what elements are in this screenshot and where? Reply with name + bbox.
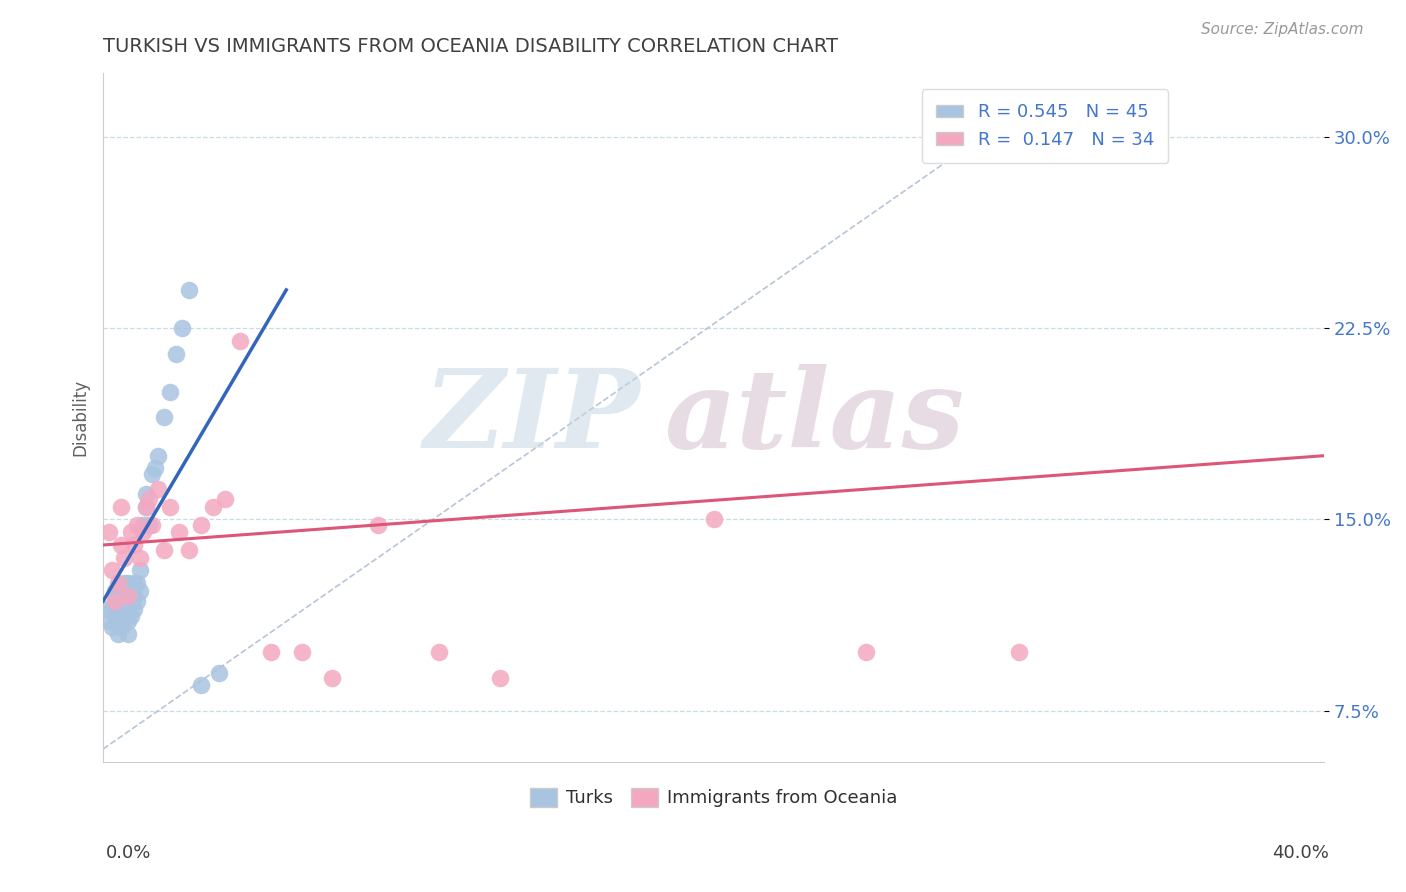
Point bbox=[260, 645, 283, 659]
Point bbox=[117, 627, 139, 641]
Point bbox=[117, 576, 139, 591]
Point bbox=[114, 609, 136, 624]
Point bbox=[104, 594, 127, 608]
Text: 40.0%: 40.0% bbox=[1272, 844, 1329, 862]
Point bbox=[114, 576, 136, 591]
Point bbox=[107, 627, 129, 641]
Point bbox=[153, 410, 176, 425]
Point bbox=[98, 525, 121, 540]
Point bbox=[117, 589, 139, 603]
Point bbox=[135, 500, 157, 514]
Point bbox=[107, 576, 129, 591]
Point bbox=[122, 601, 145, 615]
Point bbox=[101, 619, 124, 633]
Point bbox=[427, 645, 450, 659]
Text: TURKISH VS IMMIGRANTS FROM OCEANIA DISABILITY CORRELATION CHART: TURKISH VS IMMIGRANTS FROM OCEANIA DISAB… bbox=[103, 37, 838, 56]
Point bbox=[117, 594, 139, 608]
Point bbox=[159, 384, 181, 399]
Point bbox=[1008, 645, 1031, 659]
Point bbox=[146, 482, 169, 496]
Point bbox=[120, 525, 142, 540]
Point bbox=[120, 594, 142, 608]
Point bbox=[146, 449, 169, 463]
Text: ZIP: ZIP bbox=[423, 364, 640, 471]
Point bbox=[104, 594, 127, 608]
Point bbox=[190, 678, 212, 692]
Y-axis label: Disability: Disability bbox=[72, 379, 89, 456]
Text: 0.0%: 0.0% bbox=[105, 844, 150, 862]
Point bbox=[201, 500, 224, 514]
Text: Source: ZipAtlas.com: Source: ZipAtlas.com bbox=[1201, 22, 1364, 37]
Point bbox=[214, 491, 236, 506]
Text: atlas: atlas bbox=[665, 364, 965, 471]
Point bbox=[96, 601, 118, 615]
Point bbox=[101, 564, 124, 578]
Point bbox=[114, 594, 136, 608]
Point bbox=[172, 321, 194, 335]
Point bbox=[117, 615, 139, 629]
Point bbox=[107, 589, 129, 603]
Point bbox=[101, 601, 124, 615]
Point bbox=[208, 665, 231, 680]
Point bbox=[114, 550, 136, 565]
Point bbox=[110, 607, 132, 621]
Point bbox=[138, 491, 160, 506]
Point bbox=[177, 283, 200, 297]
Point bbox=[290, 645, 312, 659]
Point bbox=[141, 467, 163, 481]
Point bbox=[122, 576, 145, 591]
Point bbox=[159, 500, 181, 514]
Point bbox=[110, 500, 132, 514]
Legend: Turks, Immigrants from Oceania: Turks, Immigrants from Oceania bbox=[523, 780, 904, 814]
Point bbox=[104, 583, 127, 598]
Point bbox=[107, 615, 129, 629]
Point bbox=[125, 576, 148, 591]
Point bbox=[110, 583, 132, 598]
Point bbox=[98, 615, 121, 629]
Point bbox=[110, 594, 132, 608]
Point bbox=[141, 517, 163, 532]
Point bbox=[104, 609, 127, 624]
Point bbox=[128, 564, 150, 578]
Point bbox=[190, 517, 212, 532]
Point bbox=[107, 601, 129, 615]
Point bbox=[169, 525, 191, 540]
Point bbox=[128, 583, 150, 598]
Point bbox=[135, 487, 157, 501]
Point bbox=[135, 500, 157, 514]
Point bbox=[489, 671, 512, 685]
Point bbox=[110, 619, 132, 633]
Point bbox=[122, 538, 145, 552]
Point bbox=[110, 538, 132, 552]
Point bbox=[122, 589, 145, 603]
Point bbox=[132, 525, 155, 540]
Point bbox=[120, 609, 142, 624]
Point bbox=[125, 594, 148, 608]
Point bbox=[138, 517, 160, 532]
Point bbox=[165, 347, 187, 361]
Point bbox=[702, 512, 724, 526]
Point bbox=[367, 517, 389, 532]
Point bbox=[128, 550, 150, 565]
Point bbox=[132, 517, 155, 532]
Point bbox=[229, 334, 252, 348]
Point bbox=[855, 645, 877, 659]
Point bbox=[153, 543, 176, 558]
Point bbox=[143, 461, 166, 475]
Point bbox=[321, 671, 343, 685]
Point bbox=[125, 517, 148, 532]
Point bbox=[177, 543, 200, 558]
